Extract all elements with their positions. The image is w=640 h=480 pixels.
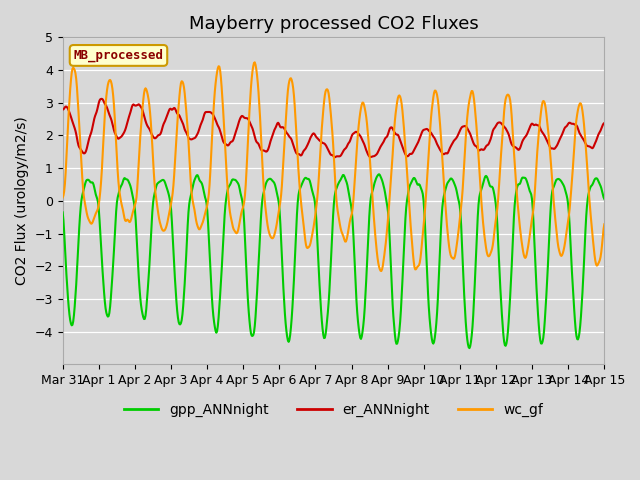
er_ANNnight: [59, 107, 67, 112]
wc_gf: [124, 217, 132, 223]
er_ANNnight: [600, 120, 608, 126]
gpp_ANNnight: [124, 178, 132, 183]
wc_gf: [208, 138, 216, 144]
Line: er_ANNnight: er_ANNnight: [63, 99, 604, 157]
Title: Mayberry processed CO2 Fluxes: Mayberry processed CO2 Fluxes: [189, 15, 478, 33]
wc_gf: [251, 60, 259, 65]
wc_gf: [179, 81, 187, 86]
Line: gpp_ANNnight: gpp_ANNnight: [63, 174, 604, 348]
wc_gf: [417, 255, 424, 261]
wc_gf: [59, 194, 67, 200]
gpp_ANNnight: [416, 182, 424, 188]
Line: wc_gf: wc_gf: [63, 62, 604, 271]
er_ANNnight: [401, 150, 408, 156]
er_ANNnight: [417, 133, 424, 139]
wc_gf: [378, 268, 385, 274]
er_ANNnight: [331, 155, 339, 160]
er_ANNnight: [180, 124, 188, 130]
er_ANNnight: [209, 111, 216, 117]
gpp_ANNnight: [59, 209, 67, 215]
Y-axis label: CO2 Flux (urology/m2/s): CO2 Flux (urology/m2/s): [15, 117, 29, 285]
gpp_ANNnight: [600, 196, 608, 202]
gpp_ANNnight: [68, 322, 76, 328]
gpp_ANNnight: [208, 293, 216, 299]
gpp_ANNnight: [375, 171, 383, 177]
Legend: gpp_ANNnight, er_ANNnight, wc_gf: gpp_ANNnight, er_ANNnight, wc_gf: [118, 397, 549, 423]
wc_gf: [68, 66, 76, 72]
wc_gf: [401, 135, 408, 141]
gpp_ANNnight: [466, 345, 474, 351]
er_ANNnight: [98, 96, 106, 102]
wc_gf: [600, 221, 608, 227]
er_ANNnight: [68, 119, 76, 124]
er_ANNnight: [125, 114, 132, 120]
gpp_ANNnight: [400, 246, 408, 252]
Text: MB_processed: MB_processed: [74, 49, 163, 62]
gpp_ANNnight: [179, 303, 187, 309]
